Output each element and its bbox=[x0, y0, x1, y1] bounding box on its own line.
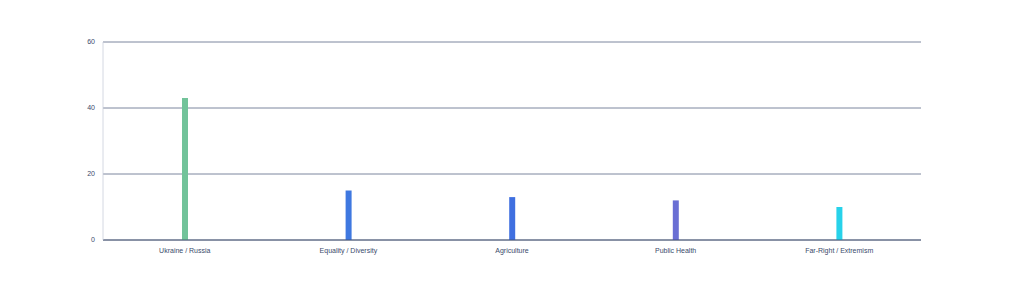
svg-text:60: 60 bbox=[87, 38, 95, 45]
svg-text:40: 40 bbox=[87, 104, 95, 111]
svg-text:Agriculture: Agriculture bbox=[495, 247, 529, 255]
svg-text:0: 0 bbox=[91, 236, 95, 243]
svg-text:Far-Right / Extremism: Far-Right / Extremism bbox=[805, 247, 873, 255]
svg-text:20: 20 bbox=[87, 170, 95, 177]
svg-text:Ukraine / Russia: Ukraine / Russia bbox=[159, 247, 210, 254]
svg-text:Public Health: Public Health bbox=[655, 247, 696, 254]
svg-text:Equality / Diversity: Equality / Diversity bbox=[320, 247, 378, 255]
